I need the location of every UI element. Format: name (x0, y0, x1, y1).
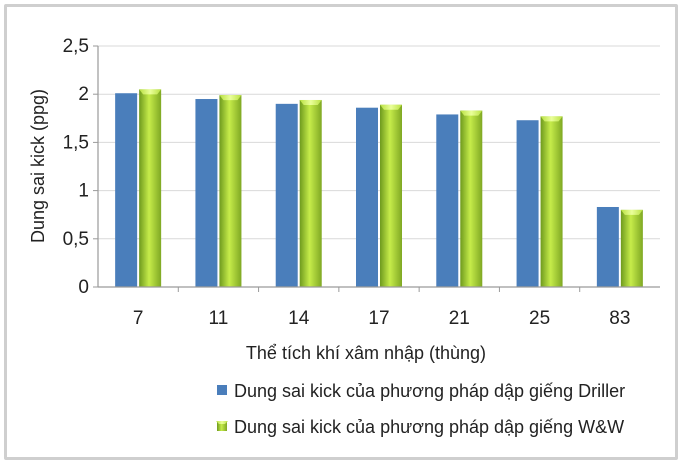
bar-ww-cap (540, 116, 563, 122)
bar-ww (380, 104, 402, 287)
bar-driller (436, 114, 459, 287)
y-tick-label: 1 (78, 181, 89, 202)
x-tick-label: 21 (449, 308, 470, 329)
bar-ww (139, 89, 162, 287)
legend-swatch-ww (217, 421, 227, 431)
bar-ww-cap (380, 104, 402, 110)
x-axis-title: Thể tích khí xâm nhập (thùng) (246, 343, 486, 363)
x-tick-label: 7 (133, 308, 144, 329)
legend-label-ww: Dung sai kick của phương pháp dập giếng … (234, 417, 624, 437)
bar-ww (460, 110, 483, 287)
bar-ww (299, 99, 322, 287)
x-tick-labels: 7 11 14 17 21 25 83 (133, 287, 630, 329)
bar-ww (620, 209, 643, 287)
bars (115, 89, 643, 288)
y-tick-labels: 0 0,5 1 1,5 2 2,5 (63, 36, 98, 298)
x-tick-label: 83 (609, 308, 630, 329)
y-axis-title: Dung sai kick (ppg) (28, 89, 48, 243)
legend: Dung sai kick của phương pháp dập giếng … (216, 381, 625, 437)
bar-ww (219, 95, 242, 287)
bar-ww (540, 116, 563, 287)
x-tick-label: 11 (209, 308, 229, 329)
bar-driller (115, 93, 138, 288)
legend-swatch-driller (217, 385, 227, 395)
bar-ww-cap (139, 89, 162, 95)
bar-ww-cap (299, 99, 322, 105)
y-tick-label: 0,5 (63, 229, 89, 250)
y-tick-label: 1,5 (63, 132, 89, 153)
bar-driller (356, 107, 378, 287)
bar-ww-cap (460, 110, 483, 116)
gridlines (98, 45, 660, 240)
bar-driller (596, 206, 619, 287)
bar-ww-cap (620, 209, 643, 215)
bar-ww-cap (219, 95, 242, 101)
y-tick-label: 2,5 (63, 36, 89, 57)
bar-driller (275, 103, 298, 287)
x-tick-label: 17 (368, 308, 389, 329)
bar-driller (516, 120, 539, 287)
legend-label-driller: Dung sai kick của phương pháp dập giếng … (234, 381, 625, 401)
bar-driller (195, 99, 218, 288)
x-tick-label: 25 (529, 308, 550, 329)
x-tick-label: 14 (288, 308, 310, 329)
y-tick-label: 0 (78, 277, 89, 298)
legend-swatch-ww-cap (216, 421, 228, 424)
y-tick-label: 2 (78, 84, 89, 105)
